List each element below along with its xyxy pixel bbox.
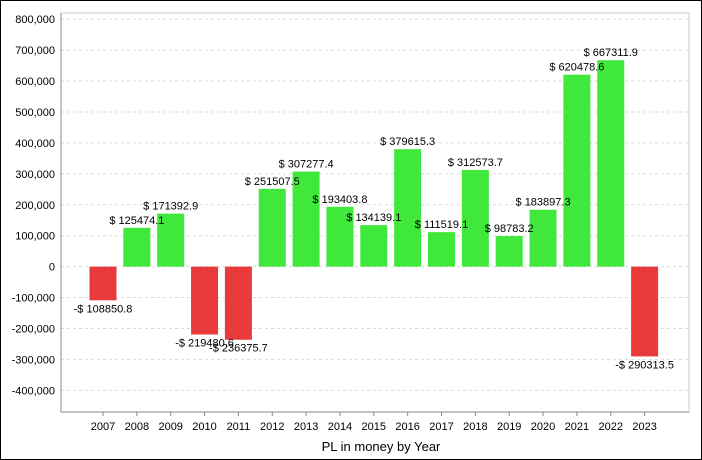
bar-2017 — [428, 232, 455, 267]
bar-2011 — [224, 266, 252, 340]
bar-2023 — [631, 266, 659, 357]
data-label: $ 312573.7 — [448, 157, 503, 169]
x-tick-label: 2023 — [632, 421, 656, 433]
data-label: $ 111519.1 — [415, 219, 468, 231]
x-axis-title: PL in money by Year — [322, 439, 441, 454]
data-labels: -$ 108850.8 $ 125474.1 $ 171392.9 -$ 219480… — [74, 47, 674, 371]
x-tick-label: 2014 — [328, 421, 352, 433]
bar-2020 — [529, 209, 557, 267]
y-tick-label: 700,000 — [15, 45, 55, 57]
x-tick-label: 2012 — [260, 421, 284, 433]
data-label: $ 193403.8 — [312, 194, 367, 206]
bar-2014 — [326, 206, 354, 267]
bar-2009 — [157, 213, 185, 267]
data-label: $ 620478.6 — [549, 62, 604, 74]
data-label: $ 125474.1 — [109, 215, 164, 227]
x-tick-label: 2008 — [125, 421, 149, 433]
data-label: -$ 219480.6 — [175, 338, 234, 350]
bar-2010 — [191, 266, 219, 335]
y-tick-label: -100,000 — [12, 293, 55, 305]
y-tick-label: 800,000 — [15, 14, 55, 26]
y-tick-label: 200,000 — [15, 200, 55, 212]
x-tick-label: 2019 — [497, 421, 521, 433]
x-tick-label: 2011 — [227, 421, 251, 433]
x-tick-label: 2010 — [192, 421, 216, 433]
data-label: $ 251507.5 — [245, 176, 300, 188]
x-tick-label: 2009 — [158, 421, 182, 433]
x-tick-label: 2016 — [395, 421, 419, 433]
x-tick-label: 2007 — [91, 421, 115, 433]
data-label: $ 307277.4 — [279, 159, 334, 171]
bar-2021 — [563, 74, 591, 267]
y-tick-label: -200,000 — [12, 323, 55, 335]
y-tick-label: -400,000 — [12, 385, 55, 397]
data-label: $ 183897.3 — [516, 197, 571, 209]
x-tick-label: 2017 — [429, 421, 453, 433]
bars — [89, 60, 659, 357]
bar-2016 — [394, 149, 422, 267]
bar-2019 — [495, 236, 523, 267]
data-label: $ 667311.9 — [584, 47, 638, 59]
x-tick-label: 2013 — [294, 421, 318, 433]
axes: -400,000 -300,000 -200,000 -100,000 0 100,000… — [12, 12, 690, 433]
bar-2012 — [258, 188, 286, 267]
data-label: $ 171392.9 — [143, 201, 198, 213]
bar-2008 — [123, 227, 151, 267]
x-tick-label: 2022 — [599, 421, 623, 433]
x-tick-label: 2020 — [531, 421, 555, 433]
x-tick-label: 2021 — [565, 421, 589, 433]
data-label: -$ 290313.5 — [615, 359, 674, 371]
data-label: -$ 236375.7 — [209, 343, 268, 355]
bar-2013 — [292, 171, 320, 267]
y-tick-label: 300,000 — [15, 169, 55, 181]
bar-2022 — [597, 60, 625, 267]
y-tick-label: 400,000 — [15, 138, 55, 150]
bar-2018 — [461, 169, 489, 267]
bar-2007 — [89, 266, 117, 301]
data-label: -$ 108850.8 — [74, 303, 133, 315]
y-tick-label: 0 — [49, 262, 55, 274]
x-tick-label: 2018 — [463, 421, 487, 433]
y-tick-label: 500,000 — [15, 107, 55, 119]
x-tick-label: 2015 — [362, 421, 386, 433]
bar-2015 — [360, 225, 388, 267]
data-label: $ 98783.2 — [485, 223, 534, 235]
data-label: $ 134139.1 — [346, 212, 401, 224]
y-tick-label: 600,000 — [15, 76, 55, 88]
y-tick-label: -300,000 — [12, 354, 55, 366]
y-tick-label: 100,000 — [15, 231, 55, 243]
data-label: $ 379615.3 — [380, 136, 435, 148]
